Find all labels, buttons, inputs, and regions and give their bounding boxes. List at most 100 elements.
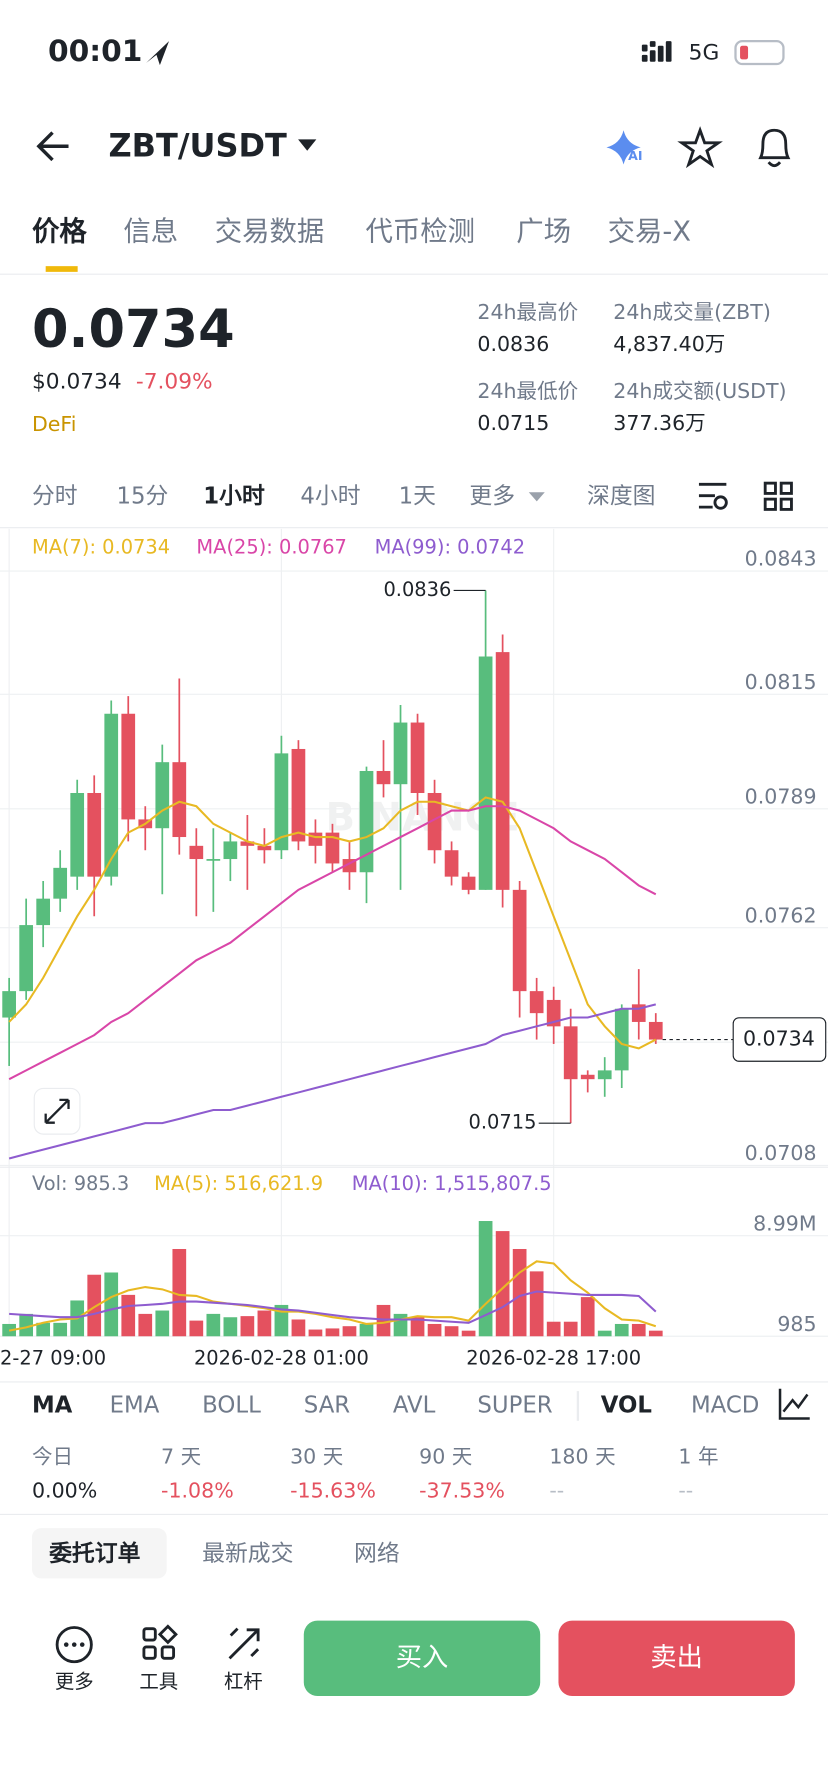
pair-dropdown[interactable]	[298, 139, 317, 151]
candle-body	[580, 1074, 595, 1080]
indicator-settings[interactable]	[778, 1388, 810, 1420]
bottom-label[interactable]: 更多	[55, 1670, 94, 1693]
leverage-icon[interactable]	[228, 1627, 260, 1660]
ma-line	[8, 1003, 657, 1160]
y-tick-label: 0.0762	[745, 903, 817, 927]
candle-body	[87, 792, 102, 877]
volume-bar	[495, 1231, 510, 1337]
interval[interactable]: 1小时	[203, 483, 265, 509]
expand-icon	[44, 1098, 70, 1124]
candle-body	[444, 850, 459, 877]
layout-icon[interactable]	[763, 481, 793, 511]
candle-body	[427, 792, 442, 851]
indicator[interactable]: AVL	[393, 1392, 436, 1418]
candle-body	[257, 845, 272, 851]
alert-button[interactable]	[758, 128, 791, 168]
interval[interactable]: 15分	[116, 483, 168, 509]
interval[interactable]: 分时	[32, 483, 78, 509]
indicator[interactable]: MACD	[691, 1392, 759, 1418]
interval[interactable]: 4小时	[300, 483, 360, 509]
candle-body	[36, 898, 51, 926]
candle-body	[53, 867, 68, 899]
candle-body	[597, 1070, 612, 1080]
y-tick-label: 0.0815	[745, 670, 817, 694]
indicator[interactable]: BOLL	[202, 1392, 261, 1418]
candle-body	[189, 845, 204, 860]
usd-price: $0.0734	[32, 370, 122, 395]
volume-bar	[478, 1221, 493, 1337]
buy-button[interactable]	[303, 1620, 541, 1697]
last-price-label: 0.0734	[743, 1027, 815, 1051]
tools-icon[interactable]	[142, 1624, 178, 1660]
volume-bar	[614, 1323, 629, 1337]
legend-entry: MA(7): 0.0734	[32, 536, 170, 559]
interval[interactable]: 更多	[469, 483, 515, 509]
more-icon[interactable]	[55, 1626, 93, 1664]
legend-entry: MA(5): 516,621.9	[154, 1172, 323, 1195]
tab[interactable]: 信息	[123, 217, 178, 248]
candle-body	[308, 832, 323, 846]
volume-bar	[240, 1316, 255, 1337]
bottom-label[interactable]: 杠杆	[224, 1670, 263, 1693]
tab[interactable]: 广场	[516, 217, 571, 248]
last-price: 0.0734	[32, 299, 235, 360]
indicator[interactable]: VOL	[601, 1392, 652, 1418]
sector-tag[interactable]: DeFi	[32, 412, 76, 436]
ma-line	[8, 796, 657, 1050]
back-button[interactable]	[36, 131, 69, 162]
signal-icon	[641, 41, 672, 62]
volume-bar	[393, 1313, 408, 1337]
candle-body	[410, 722, 425, 793]
bottom-label[interactable]: 工具	[139, 1670, 178, 1693]
chart-settings-icon[interactable]	[698, 482, 728, 510]
volume-bar	[189, 1320, 204, 1337]
volume-bar	[546, 1321, 561, 1337]
candle-body	[376, 770, 391, 785]
volume-bar	[597, 1330, 612, 1337]
candle-body	[121, 713, 136, 820]
candle-body	[461, 876, 476, 890]
volume-bar	[53, 1322, 68, 1337]
indicator[interactable]: EMA	[110, 1392, 160, 1418]
volume-bar	[325, 1328, 340, 1337]
x-tick-label: 2-27 09:00	[0, 1347, 106, 1370]
ai-text: AI	[628, 148, 642, 163]
interval[interactable]: 深度图	[587, 483, 655, 509]
indicator[interactable]: MA	[32, 1392, 73, 1418]
candle-body	[223, 841, 238, 860]
legend-entry: MA(99): 0.0742	[375, 536, 525, 559]
volume-bar	[631, 1323, 646, 1337]
indicator[interactable]: SUPER	[477, 1392, 552, 1418]
interval[interactable]: 1天	[399, 483, 437, 509]
sell-button[interactable]	[558, 1620, 795, 1697]
volume-bar	[155, 1310, 170, 1337]
y-tick-label: 0.0789	[745, 784, 817, 808]
order-tab[interactable]: 最新成交	[202, 1541, 293, 1567]
order-tab[interactable]: 委托订单	[49, 1541, 140, 1567]
tab[interactable]: 代币检测	[365, 217, 475, 248]
volume-bar	[529, 1271, 544, 1337]
indicator[interactable]: SAR	[304, 1392, 351, 1418]
candle-body	[2, 991, 16, 1018]
volume-bar	[172, 1248, 187, 1337]
tab-indicator	[45, 266, 78, 272]
volume-bar	[87, 1274, 102, 1337]
period-label: 180 天	[549, 1444, 615, 1468]
tab[interactable]: 交易数据	[215, 217, 325, 248]
tab[interactable]: 交易-X	[608, 217, 691, 248]
tab[interactable]: 价格	[32, 217, 87, 248]
order-tab[interactable]: 网络	[354, 1541, 400, 1567]
performance: 今日 0.00% 7 天 -1.08% 30 天 -15.63% 90 天 -37.53% 18…	[32, 1444, 719, 1502]
period-label: 90 天	[419, 1444, 472, 1468]
volume-bar	[648, 1330, 663, 1337]
favorite-button[interactable]	[677, 126, 723, 169]
volume-bar	[274, 1304, 289, 1337]
candle-body	[359, 770, 374, 873]
ai-icon[interactable]	[606, 130, 641, 165]
pair-title[interactable]: ZBT/USDT	[108, 126, 287, 164]
candle-body	[70, 792, 85, 877]
period-value: 0.00%	[32, 1479, 97, 1503]
candle-body	[648, 1021, 663, 1040]
location-icon	[146, 41, 170, 66]
